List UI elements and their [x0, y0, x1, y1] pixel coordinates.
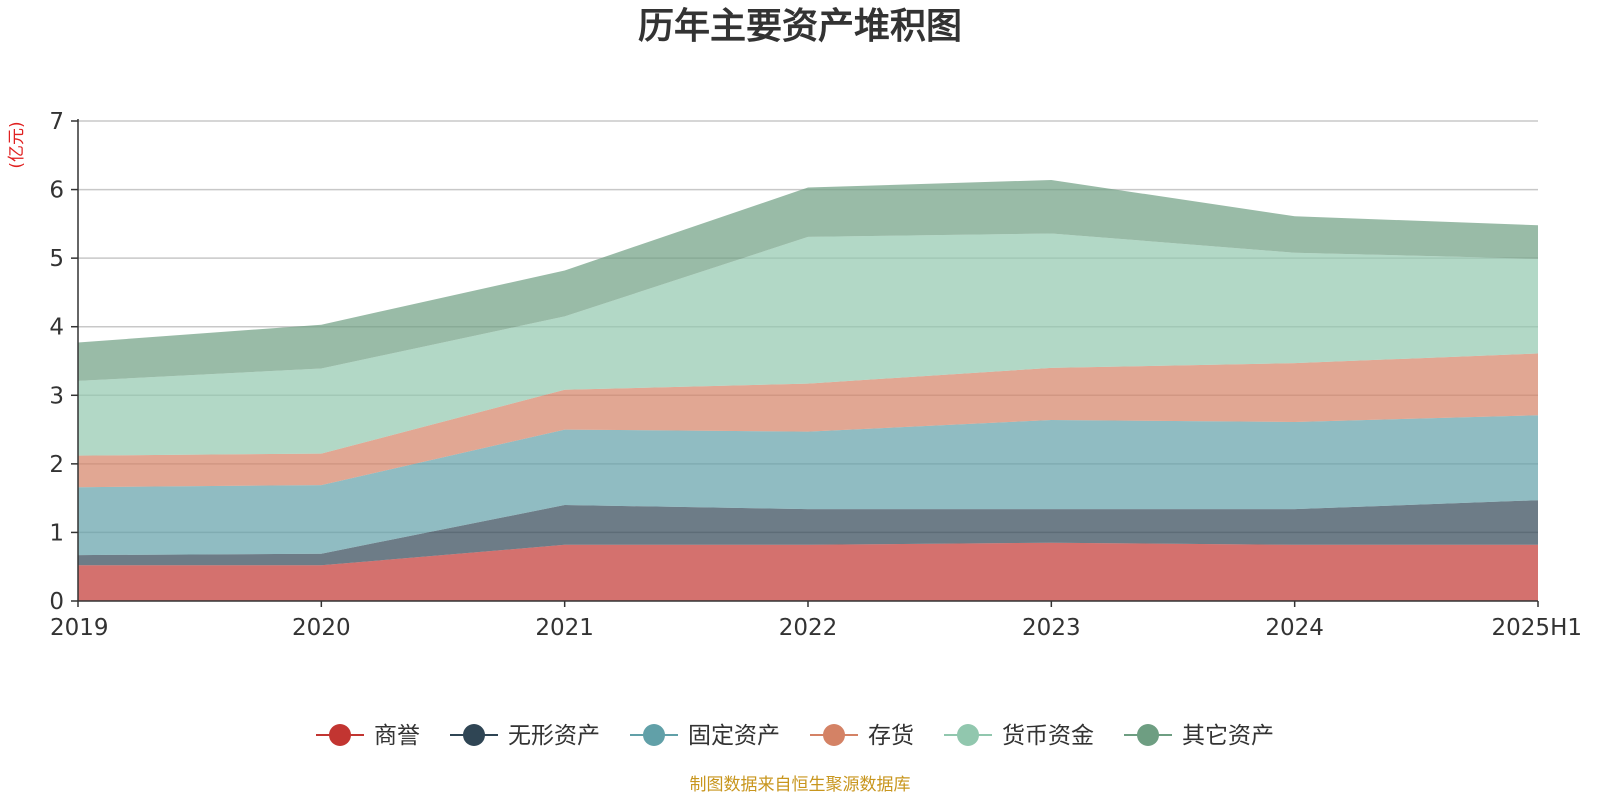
x-tick-label: 2022	[779, 615, 838, 641]
stacked-areas	[78, 180, 1538, 601]
area-其它资产	[78, 180, 1538, 381]
y-tick-label: 2	[49, 452, 64, 478]
y-axis-unit: (亿元)	[7, 121, 27, 168]
area-固定资产	[78, 415, 1538, 556]
area-存货	[78, 353, 1538, 488]
y-tick-label: 3	[49, 383, 64, 409]
area-无形资产	[78, 500, 1538, 566]
area-商誉	[78, 542, 1538, 601]
axes: 0 1 2 3 4 5 6 7 2019 2020 2021 2022 2023 2024 2025H1	[49, 109, 1582, 641]
x-tick-label: 2019	[50, 615, 109, 641]
legend-item-无形资产[interactable]: 无形资产	[450, 723, 600, 749]
legend-item-货币资金[interactable]: 货币资金	[944, 723, 1094, 749]
y-tick-label: 4	[49, 315, 64, 341]
legend-label: 其它资产	[1182, 723, 1274, 749]
x-tick-label: 2020	[292, 615, 351, 641]
x-tick-label: 2025H1	[1492, 615, 1582, 641]
legend-marker-icon	[1137, 724, 1159, 746]
x-tick-label: 2024	[1265, 615, 1324, 641]
y-tick-label: 7	[49, 109, 64, 135]
area-货币资金	[78, 233, 1538, 456]
x-tick-label: 2023	[1022, 615, 1081, 641]
y-tick-label: 0	[49, 589, 64, 615]
legend-label: 固定资产	[688, 723, 780, 749]
legend-marker-icon	[957, 724, 979, 746]
chart-title: 历年主要资产堆积图	[638, 6, 962, 47]
legend-label: 商誉	[374, 723, 420, 749]
y-tick-label: 1	[49, 520, 64, 546]
y-tick-label: 5	[49, 246, 64, 272]
legend-marker-icon	[643, 724, 665, 746]
legend-label: 货币资金	[1002, 723, 1094, 749]
legend-marker-icon	[463, 724, 485, 746]
legend-item-商誉[interactable]: 商誉	[316, 723, 420, 749]
y-tick-label: 6	[49, 178, 64, 204]
legend-marker-icon	[823, 724, 845, 746]
legend-label: 存货	[868, 723, 914, 749]
data-source-note: 制图数据来自恒生聚源数据库	[690, 775, 911, 795]
x-tick-label: 2021	[535, 615, 594, 641]
legend-marker-icon	[329, 724, 351, 746]
legend[interactable]: 商誉 无形资产 固定资产 存货 货币资金 其它资产	[316, 723, 1274, 749]
legend-item-存货[interactable]: 存货	[810, 723, 914, 749]
legend-item-其它资产[interactable]: 其它资产	[1124, 723, 1274, 749]
legend-label: 无形资产	[508, 723, 600, 749]
legend-item-固定资产[interactable]: 固定资产	[630, 723, 780, 749]
